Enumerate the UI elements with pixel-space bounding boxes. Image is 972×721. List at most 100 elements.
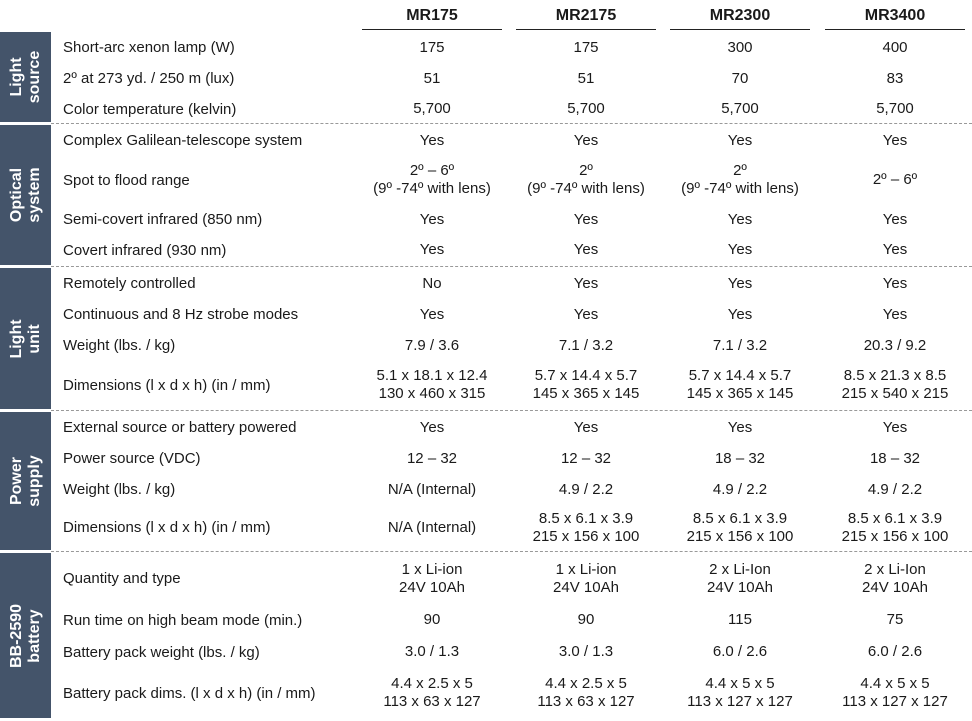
table-cell: 12 – 32 [511,443,661,474]
table-cell: Yes [511,268,661,299]
table-row: Weight (lbs. / kg) 7.9 / 3.6 7.1 / 3.2 7.1 … [51,330,972,361]
cell-line: 4.4 x 5 x 5 [860,675,930,692]
table-cell: Yes [357,412,507,443]
cell-line: Yes [727,241,753,258]
table-cell: Yes [511,299,661,330]
column-header-mr3400: MR3400 [825,6,965,30]
table-cell: Yes [820,125,970,156]
table-cell: 3.0 / 1.3 [357,636,507,668]
table-cell: 2 x Li-Ion 24V 10Ah [820,553,970,604]
column-header-mr2300: MR2300 [670,6,810,30]
table-cell: 5,700 [511,94,661,124]
cell-line: 1 x Li-ion [555,560,617,578]
table-cell: 90 [511,604,661,636]
row-label: Color temperature (kelvin) [63,100,237,118]
cell-line: 2 x Li-Ion [864,560,926,578]
section-1: Light source Short-arc xenon lamp (W) 175 1… [0,32,972,122]
cell-line: 70 [731,69,749,87]
table-cell: 7.1 / 3.2 [511,330,661,361]
cell-line: 3.0 / 1.3 [558,643,614,660]
cell-line: Yes [727,418,753,436]
table-cell: Yes [665,299,815,330]
table-row: Spot to flood range 2º – 6º (9º -74º with … [51,156,972,204]
table-cell: 6.0 / 2.6 [820,636,970,668]
cell-line: 5,700 [413,100,451,117]
cell-line: (9º -74º with lens) [681,180,799,197]
table-row: Short-arc xenon lamp (W) 175 175 300 400 [51,32,972,63]
cell-line: 113 x 127 x 127 [842,693,948,710]
cell-line: Yes [419,210,445,228]
cell-line: Yes [882,131,908,149]
table-cell: 70 [665,63,815,94]
table-cell: Yes [665,235,815,265]
cell-line: (9º -74º with lens) [527,180,645,197]
table-row: Dimensions (l x d x h) (in / mm) N/A (Int… [51,505,972,550]
cell-line: 3.0 / 1.3 [404,643,460,660]
table-cell: 5,700 [357,94,507,124]
section-divider [51,551,972,552]
cell-line: 90 [423,611,441,628]
table-cell: 5,700 [820,94,970,124]
table-row: Quantity and type 1 x Li-ion 24V 10Ah 1 x L… [51,553,972,604]
table-row: Battery pack weight (lbs. / kg) 3.0 / 1.3… [51,636,972,668]
table-cell: 4.4 x 5 x 5 113 x 127 x 127 [820,668,970,718]
cell-line: 4.4 x 5 x 5 [705,675,775,692]
table-cell: 4.4 x 2.5 x 5 113 x 63 x 127 [357,668,507,718]
cell-line: 175 [419,38,445,56]
table-row: Complex Galilean-telescope system Yes Yes Y… [51,125,972,156]
cell-line: Yes [419,418,445,436]
cell-line: Yes [573,305,599,323]
table-cell: 5.7 x 14.4 x 5.7 145 x 365 x 145 [665,361,815,409]
table-cell: 18 – 32 [665,443,815,474]
table-cell: 300 [665,32,815,63]
cell-line: 5.1 x 18.1 x 12.4 [376,367,488,384]
row-label: Spot to flood range [63,171,190,189]
table-row: 2º at 273 yd. / 250 m (lux) 51 51 70 83 [51,63,972,94]
table-cell: 7.1 / 3.2 [665,330,815,361]
cell-line: 113 x 63 x 127 [383,693,481,710]
row-label: Power source (VDC) [63,450,201,467]
table-cell: Yes [511,204,661,235]
table-cell: Yes [357,235,507,265]
cell-line: 18 – 32 [869,449,921,467]
section-title: BB-2590 battery [7,603,43,668]
table-cell: Yes [357,299,507,330]
table-cell: 175 [511,32,661,63]
cell-line: Yes [727,210,753,228]
cell-line: Yes [573,131,599,149]
table-cell: No [357,268,507,299]
cell-line: 75 [886,611,904,628]
table-cell: 4.9 / 2.2 [511,474,661,505]
table-cell: Yes [820,299,970,330]
cell-line: 145 x 365 x 145 [686,385,794,402]
table-row: External source or battery powered Yes Yes… [51,412,972,443]
table-cell: 12 – 32 [357,443,507,474]
section-title: Optical system [7,167,43,223]
table-row: Dimensions (l x d x h) (in / mm) 5.1 x 18… [51,361,972,409]
section-2: Optical system Complex Galilean-telescope… [0,125,972,265]
table-cell: Yes [511,412,661,443]
table-cell: 2º (9º -74º with lens) [511,156,661,204]
table-cell: 8.5 x 6.1 x 3.9 215 x 156 x 100 [511,505,661,550]
cell-line: Yes [573,241,599,258]
section-tab: Power supply [0,412,51,550]
row-label: Weight (lbs. / kg) [63,337,176,354]
cell-line: Yes [727,305,753,323]
table-header: MR175 MR2175 MR2300 MR3400 [0,0,972,30]
cell-line: 4.4 x 2.5 x 5 [391,675,473,692]
table-cell: 2 x Li-Ion 24V 10Ah [665,553,815,604]
table-row: Remotely controlled No Yes Yes Yes [51,268,972,299]
table-cell: 75 [820,604,970,636]
cell-line: 7.1 / 3.2 [558,336,614,354]
cell-line: 24V 10Ah [399,578,465,596]
cell-line: 8.5 x 21.3 x 8.5 [843,367,947,384]
cell-line: 113 x 63 x 127 [537,693,635,710]
cell-line: 12 – 32 [560,449,612,467]
cell-line: 90 [577,611,595,628]
row-label: Short-arc xenon lamp (W) [63,39,235,56]
cell-line: N/A (Internal) [387,480,477,498]
row-label: Dimensions (l x d x h) (in / mm) [63,519,271,536]
table-cell: 2º – 6º (9º -74º with lens) [357,156,507,204]
cell-line: Yes [727,274,753,292]
cell-line: 5,700 [567,100,605,117]
